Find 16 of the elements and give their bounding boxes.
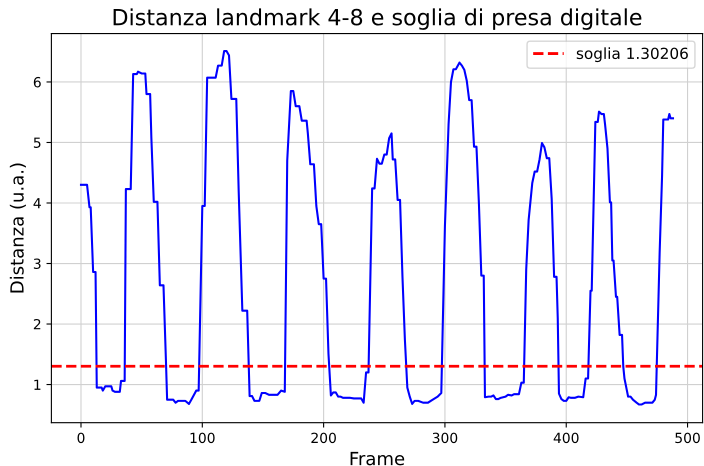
y-tick-label: 1 [34,380,40,390]
legend-label: soglia 1.30206 [576,47,688,62]
y-tick-label: 5 [34,138,40,148]
x-axis-title: Frame [350,452,404,466]
y-tick-label: 4 [34,198,41,208]
chart-title: Distanza landmark 4-8 e soglia di presa digitale [114,8,642,30]
y-tick-label: 3 [34,258,41,269]
x-tick-label: 500 [675,432,700,444]
x-tick-label: 0 [77,432,84,444]
y-tick-label: 6 [34,76,41,88]
x-tick-label: 100 [190,432,215,444]
y-axis-title: Distanza (u.a.) [10,164,26,292]
x-tick-label: 400 [554,432,579,444]
x-tick-label: 300 [432,432,458,444]
x-tick-label: 200 [311,432,336,444]
y-tick-label: 2 [34,318,40,330]
